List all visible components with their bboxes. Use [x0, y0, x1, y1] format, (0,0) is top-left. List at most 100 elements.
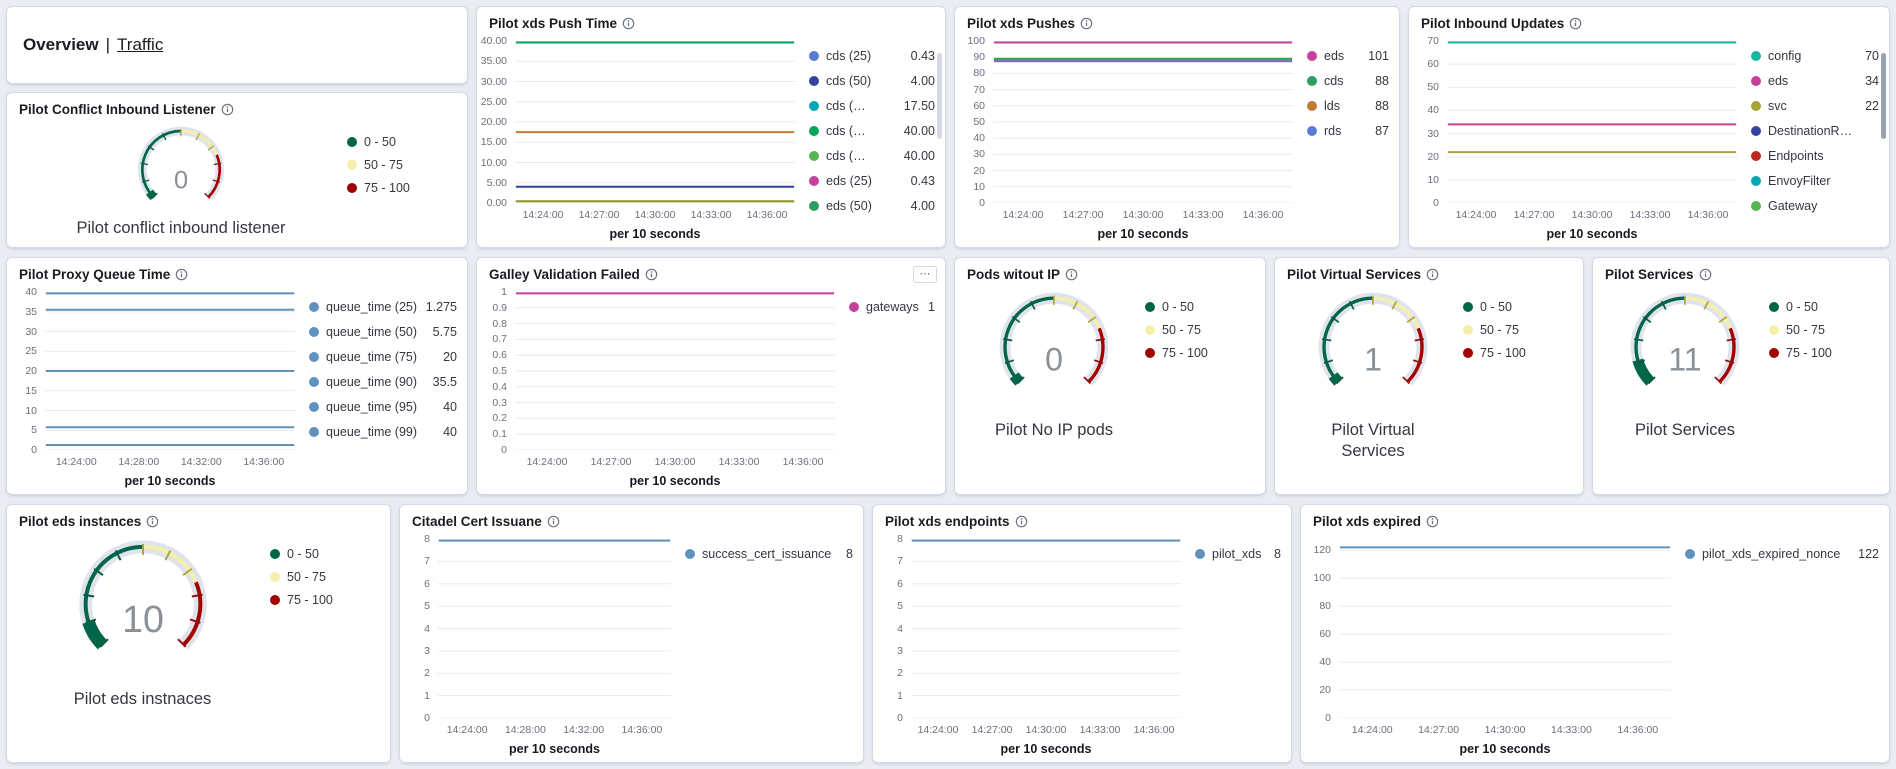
gauge-range-item[interactable]: 0 - 50	[347, 135, 459, 149]
chart-plot-area[interactable]: 40 35 30 25 20 15 10 5 0	[7, 284, 305, 456]
series-label: cds (…	[826, 148, 866, 163]
panel-title[interactable]: Pilot xds Pushes	[967, 16, 1076, 31]
gauge-caption: Pilot Virtual Services	[1331, 421, 1415, 460]
legend-item[interactable]: DestinationR…	[1751, 118, 1879, 143]
gauge-range-item[interactable]: 75 - 100	[1145, 346, 1257, 360]
info-icon[interactable]	[1065, 268, 1078, 281]
x-axis-caption: per 10 seconds	[124, 474, 216, 488]
info-icon[interactable]	[175, 268, 188, 281]
chart-plot-area[interactable]: 1 0.9 0.8 0.7 0.6 0.5 0.4 0.3 0.2 0.1 0	[477, 284, 845, 456]
gauge-range-item[interactable]: 75 - 100	[1463, 346, 1575, 360]
legend-item[interactable]: queue_time (75) 20	[309, 344, 457, 369]
chart-plot-area[interactable]: 100 90 80 70 60 50 40 30 20 10 0	[955, 33, 1303, 209]
legend-item[interactable]: eds (50) 4.00	[809, 193, 935, 218]
legend-item[interactable]: cds (25) 0.43	[809, 43, 935, 68]
chart-plot-area[interactable]: 70 60 50 40 30 20 10 0	[1409, 33, 1747, 209]
timeseries-plot	[911, 539, 1181, 718]
legend-item[interactable]: gateways 1	[849, 294, 935, 319]
info-icon[interactable]	[146, 515, 159, 528]
panel-title[interactable]: Pilot Inbound Updates	[1421, 16, 1565, 31]
range-color-dot	[1145, 348, 1155, 358]
panel-title[interactable]: Pilot eds instances	[19, 514, 142, 529]
panel-title[interactable]: Pods witout IP	[967, 267, 1060, 282]
timeseries-plot	[515, 41, 795, 203]
series-color-dot	[1751, 200, 1761, 211]
legend-item[interactable]: pilot_xds 8	[1195, 541, 1281, 566]
legend-item[interactable]: cds (… 17.50	[809, 93, 935, 118]
info-icon[interactable]	[1569, 17, 1582, 30]
legend-item[interactable]: EnvoyFilter	[1751, 168, 1879, 193]
panel-title[interactable]: Pilot xds endpoints	[885, 514, 1010, 529]
gauge-range-item[interactable]: 50 - 75	[270, 570, 382, 584]
gauge-range-item[interactable]: 50 - 75	[1769, 323, 1881, 337]
panel-title[interactable]: Pilot Virtual Services	[1287, 267, 1422, 282]
series-label: queue_time (99)	[326, 424, 418, 439]
panel-title[interactable]: Pilot xds expired	[1313, 514, 1422, 529]
gauge-range-item[interactable]: 0 - 50	[1463, 300, 1575, 314]
legend-item[interactable]: eds (25) 0.43	[809, 168, 935, 193]
legend-item[interactable]: cds (… 40.00	[809, 118, 935, 143]
info-icon[interactable]	[1699, 268, 1712, 281]
panel-options-button[interactable]: ⋯	[913, 266, 937, 283]
panel-title[interactable]: Citadel Cert Issuane	[412, 514, 542, 529]
info-icon[interactable]	[1015, 515, 1028, 528]
gauge: 0	[999, 292, 1109, 386]
range-label: 75 - 100	[1162, 346, 1208, 360]
series-color-dot	[809, 150, 819, 161]
legend-item[interactable]: Gateway	[1751, 193, 1879, 218]
legend-item[interactable]: queue_time (95) 40	[309, 394, 457, 419]
legend-item[interactable]: lds 88	[1307, 93, 1389, 118]
gauge-range-item[interactable]: 0 - 50	[270, 547, 382, 561]
panel-header: Pilot Inbound Updates	[1409, 7, 1889, 33]
legend-item[interactable]: queue_time (90) 35.5	[309, 369, 457, 394]
legend-item[interactable]: eds 101	[1307, 43, 1389, 68]
panel-title[interactable]: Pilot Conflict Inbound Listener	[19, 102, 216, 117]
gauge-range-item[interactable]: 75 - 100	[270, 593, 382, 607]
legend-item[interactable]: queue_time (99) 40	[309, 419, 457, 444]
gauge-range-item[interactable]: 0 - 50	[1769, 300, 1881, 314]
legend-item[interactable]: cds (50) 4.00	[809, 68, 935, 93]
panel-title[interactable]: Galley Validation Failed	[489, 267, 640, 282]
info-icon[interactable]	[547, 515, 560, 528]
gauge-range-item[interactable]: 50 - 75	[1463, 323, 1575, 337]
y-axis-labels: 1 0.9 0.8 0.7 0.6 0.5 0.4 0.3 0.2 0.1 0	[492, 286, 507, 456]
legend-item[interactable]: svc 22	[1751, 93, 1879, 118]
legend-item[interactable]: eds 34	[1751, 68, 1879, 93]
legend-item[interactable]: config 70	[1751, 43, 1879, 68]
gauge-range-item[interactable]: 75 - 100	[1769, 346, 1881, 360]
legend-item[interactable]: queue_time (50) 5.75	[309, 319, 457, 344]
gauge-range-item[interactable]: 0 - 50	[1145, 300, 1257, 314]
info-icon[interactable]	[1426, 268, 1439, 281]
legend-scrollbar[interactable]	[1881, 53, 1886, 139]
gauge-range-item[interactable]: 75 - 100	[347, 181, 459, 195]
info-icon[interactable]	[645, 268, 658, 281]
info-icon[interactable]	[221, 103, 234, 116]
y-axis-labels: 40.00 35.00 30.00 25.00 20.00 15.00 10.00 5.00 0…	[480, 35, 507, 209]
panel-title[interactable]: Pilot Proxy Queue Time	[19, 267, 171, 282]
dashboard-row-1: Overview | Traffic Pilot Conflict Inbound …	[6, 6, 1890, 248]
info-icon[interactable]	[1080, 17, 1093, 30]
gauge-range-item[interactable]: 50 - 75	[347, 158, 459, 172]
info-icon[interactable]	[622, 17, 635, 30]
series-label: eds (50)	[826, 198, 872, 213]
series-color-dot	[309, 426, 319, 437]
chart-plot-area[interactable]: 120 100 80 60 40 20 0	[1301, 531, 1681, 724]
legend-item[interactable]: cds 88	[1307, 68, 1389, 93]
gauge-range-item[interactable]: 50 - 75	[1145, 323, 1257, 337]
panel-title[interactable]: Pilot xds Push Time	[489, 16, 618, 31]
chart-plot-area[interactable]: 40.00 35.00 30.00 25.00 20.00 15.00 10.00 5.00 0…	[477, 33, 805, 209]
panel-title[interactable]: Pilot Services	[1605, 267, 1694, 282]
traffic-link[interactable]: Traffic	[117, 35, 164, 54]
legend-item[interactable]: Endpoints	[1751, 143, 1879, 168]
panel-galley-validation-failed: Galley Validation Failed ⋯ 1 0.9 0.8 0.7 0.6…	[476, 257, 946, 495]
legend-item[interactable]: cds (… 40.00	[809, 143, 935, 168]
legend-item[interactable]: queue_time (25) 1.275	[309, 294, 457, 319]
panel-pilot-xds-push-time: Pilot xds Push Time 40.00 35.00 30.00 25.00…	[476, 6, 946, 248]
legend-item[interactable]: pilot_xds_expired_nonce 122	[1685, 541, 1879, 566]
legend-scrollbar[interactable]	[937, 53, 942, 139]
info-icon[interactable]	[1426, 515, 1439, 528]
legend-item[interactable]: success_cert_issuance 8	[685, 541, 853, 566]
legend-item[interactable]: rds 87	[1307, 118, 1389, 143]
